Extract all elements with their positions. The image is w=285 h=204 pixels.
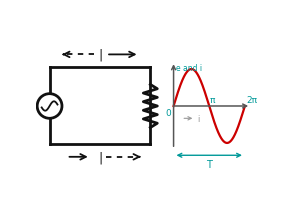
Text: T: T	[206, 159, 212, 169]
Text: |: |	[99, 151, 103, 164]
Text: e and i: e and i	[176, 64, 202, 72]
Circle shape	[37, 94, 62, 119]
Text: 2π: 2π	[247, 96, 258, 105]
Text: |: |	[99, 49, 103, 62]
Text: 0: 0	[166, 109, 171, 118]
Text: i: i	[197, 114, 199, 123]
Text: π: π	[210, 96, 215, 105]
